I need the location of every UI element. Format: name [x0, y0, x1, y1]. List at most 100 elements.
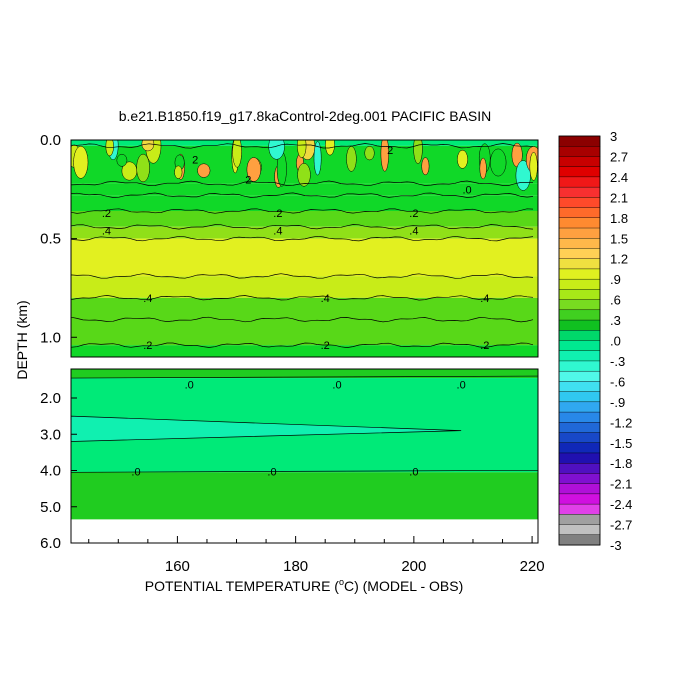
colorbar-swatch [558, 176, 601, 188]
colorbar-label: .9 [610, 272, 621, 287]
upper-contour-label: .4 [102, 226, 111, 238]
upper-band-6 [71, 238, 538, 277]
colorbar-swatch [558, 207, 601, 219]
upper-contour-line [71, 208, 534, 214]
surface-eddy [141, 140, 155, 152]
surface-eddy [421, 157, 430, 176]
chart-title: b.e21.B1850.f19_g17.8kaControl-2deg.001 … [119, 108, 492, 124]
upper-y-tick-label: 0.0 [40, 132, 61, 149]
upper-band-7 [71, 276, 538, 298]
colorbar-label: 3 [610, 129, 617, 144]
surface-contour-label: 2 [245, 174, 251, 186]
upper-y-tick-label: 0.5 [40, 231, 61, 248]
colorbar-label: -1.5 [610, 436, 632, 451]
upper-contour-label: .2 [273, 208, 282, 220]
colorbar-label: -1.8 [610, 456, 632, 471]
colorbar-swatch [558, 350, 601, 362]
lower-y-tick-label: 5.0 [40, 499, 61, 516]
lower-contour-label: .0 [131, 467, 140, 479]
colorbar-swatch [558, 524, 601, 536]
upper-band-5 [71, 226, 538, 239]
surface-eddy [479, 157, 487, 180]
colorbar-swatch [558, 411, 601, 423]
colorbar-swatch [558, 330, 601, 341]
upper-panel: .2 .2 .2 .4 .4 .4 .4 .4 .4 .2 .2 .2 2 2 2 .0 0.0 0.5 1.0 [40, 132, 539, 358]
colorbar-label: 2.1 [610, 190, 628, 205]
x-axis-label-sup: o [339, 577, 344, 587]
lower-band-2 [71, 472, 538, 520]
upper-contour-line [71, 316, 534, 323]
colorbar-swatch [558, 360, 601, 372]
upper-band-4 [71, 211, 538, 227]
surface-eddy [457, 149, 468, 169]
colorbar-swatch [558, 514, 601, 525]
x-tick-label: 200 [401, 558, 426, 575]
lower-panel-frame [70, 368, 539, 544]
colorbar-label: .0 [610, 334, 621, 349]
surface-eddy [325, 140, 335, 156]
colorbar-swatch [558, 278, 601, 290]
colorbar-swatch [558, 258, 601, 270]
colorbar-swatch [558, 309, 601, 321]
colorbar-swatch [558, 381, 601, 393]
lower-contour-label: .0 [185, 380, 194, 392]
upper-contour-label: .2 [321, 340, 330, 352]
colorbar-label: -3 [610, 538, 622, 553]
colorbar-swatch [558, 197, 601, 208]
colorbar-swatch [558, 238, 601, 249]
x-tick-label: 180 [283, 558, 308, 575]
surface-eddy [105, 140, 114, 157]
upper-contour-line [71, 295, 534, 301]
lower-y-tick-label: 2.0 [40, 390, 61, 407]
colorbar-swatch [558, 483, 601, 495]
colorbar-label: -2.7 [610, 518, 632, 533]
upper-contour-label: .2 [102, 208, 111, 220]
colorbar-label: 1.8 [610, 211, 628, 226]
lower-band-0 [71, 369, 538, 379]
lower-contour-label: .0 [332, 380, 341, 392]
surface-eddy [268, 140, 285, 160]
lower-contour-label: .0 [457, 380, 466, 392]
upper-contour-label: .4 [409, 226, 418, 238]
lower-y-tick-label: 6.0 [40, 535, 61, 552]
lower-contour-line [70, 375, 539, 379]
colorbar-label: -2.4 [610, 497, 632, 512]
colorbar-label: 1.5 [610, 231, 628, 246]
surface-eddy [364, 145, 375, 161]
colorbar-swatch [558, 534, 601, 546]
colorbar-swatch [558, 340, 601, 352]
lower-y-tick-label: 3.0 [40, 426, 61, 443]
colorbar-label: -1.2 [610, 415, 632, 430]
upper-contour-line [71, 342, 534, 348]
upper-contour-label: .2 [409, 208, 418, 220]
colorbar-swatch [558, 319, 601, 331]
surface-eddy [297, 163, 311, 187]
upper-band-9 [71, 319, 538, 346]
colorbar-swatch [558, 146, 601, 157]
colorbar-swatch [558, 391, 601, 403]
colorbar-label: -.6 [610, 374, 625, 389]
x-axis-label-post: C) (MODEL - OBS) [344, 578, 463, 594]
colorbar-swatch [558, 156, 601, 168]
colorbar-swatch [558, 432, 601, 444]
surface-contour-label: 2 [387, 145, 393, 157]
surface-contour-label: .0 [462, 184, 471, 196]
colorbar-swatch [558, 422, 601, 433]
colorbar-swatch [558, 227, 601, 239]
lower-contour-line [70, 469, 539, 473]
upper-contour-label: .4 [480, 293, 489, 305]
upper-panel-frame [70, 139, 539, 358]
upper-contour-label: .2 [480, 340, 489, 352]
colorbar-swatch [558, 166, 601, 178]
surface-contour-label: 2 [192, 155, 198, 167]
colorbar-swatch [558, 401, 601, 413]
upper-band-3 [71, 195, 538, 212]
surface-eddy [136, 153, 150, 183]
colorbar-swatch [558, 289, 601, 301]
colorbar-swatch [558, 217, 601, 229]
colorbar-swatch [558, 268, 601, 280]
y-axis-label: DEPTH (km) [14, 300, 30, 379]
surface-eddy [246, 157, 261, 182]
colorbar-swatch [558, 135, 601, 147]
upper-contour-label: .2 [143, 340, 152, 352]
